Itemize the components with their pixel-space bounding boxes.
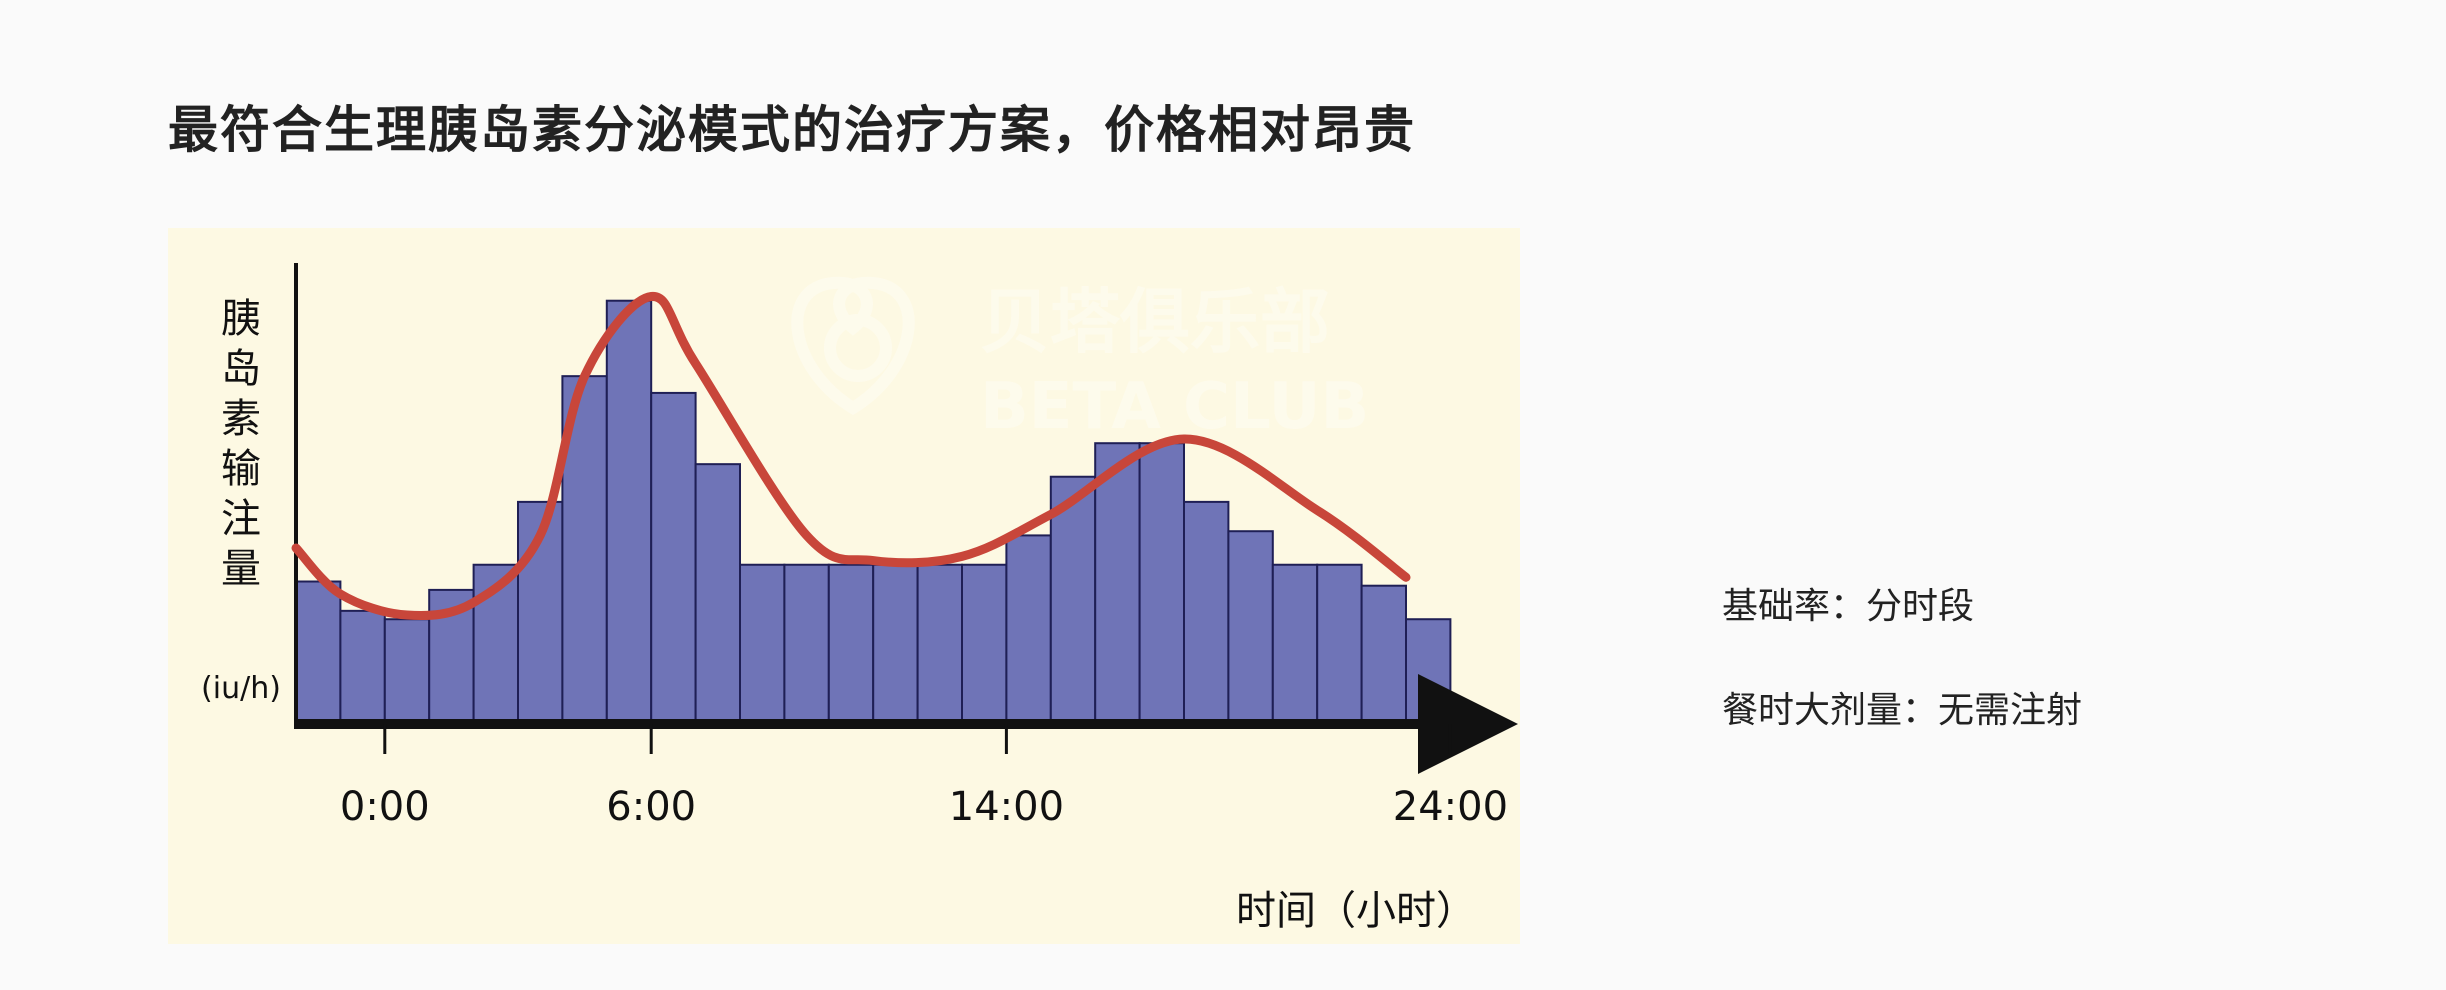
bar — [783, 563, 830, 725]
x-tick-label: 14:00 — [949, 784, 1064, 830]
bar — [383, 618, 431, 725]
bolus-note: 餐时大剂量：无需注射 — [1722, 690, 2083, 731]
bar — [872, 563, 919, 725]
watermark-text-cn: 贝塔俱乐部 — [980, 281, 1330, 363]
bar — [339, 609, 386, 726]
x-axis-label: 时间（小时） — [1236, 888, 1476, 934]
x-tick-label: 6:00 — [606, 784, 696, 830]
y-axis-unit: (iu/h) — [201, 671, 281, 706]
y-axis-label: 胰岛素输注量 — [221, 296, 261, 592]
secretion-curve — [291, 292, 1411, 621]
bar — [916, 563, 963, 725]
basal-rate-note: 基础率：分时段 — [1722, 586, 1975, 627]
bar — [1227, 530, 1274, 725]
bar — [1183, 500, 1230, 725]
bar — [1271, 563, 1319, 725]
bar — [694, 463, 741, 725]
bar — [1360, 584, 1407, 726]
bar — [739, 563, 786, 725]
bar — [1138, 442, 1185, 726]
beta-club-logo-icon — [791, 276, 915, 416]
bar — [295, 580, 342, 725]
watermark-text-en: BETA CLUB — [980, 370, 1369, 444]
page-title: 最符合生理胰岛素分泌模式的治疗方案，价格相对昂贵 — [168, 101, 1416, 159]
bar — [1405, 618, 1452, 725]
bar — [650, 391, 697, 725]
bar — [1005, 534, 1052, 725]
x-tick-label: 0:00 — [340, 784, 430, 830]
x-tick-label: 24:00 — [1393, 784, 1508, 830]
bar — [1094, 442, 1141, 726]
x-axis-ticks: 0:00 6:00 14:00 24:00 — [340, 724, 1508, 830]
side-notes: 基础率：分时段 餐时大剂量：无需注射 — [1722, 582, 2082, 736]
insulin-chart-panel: 贝塔俱乐部 BETA CLUB 0:00 6:00 14:00 24:00 胰岛素输注… — [168, 228, 1520, 944]
bar — [827, 563, 875, 725]
bar — [605, 299, 653, 726]
bar — [1316, 563, 1363, 725]
insulin-infusion-chart: 贝塔俱乐部 BETA CLUB 0:00 6:00 14:00 24:00 胰岛素输注… — [201, 263, 1518, 934]
watermark: 贝塔俱乐部 BETA CLUB — [791, 276, 1369, 444]
bar — [961, 563, 1008, 725]
